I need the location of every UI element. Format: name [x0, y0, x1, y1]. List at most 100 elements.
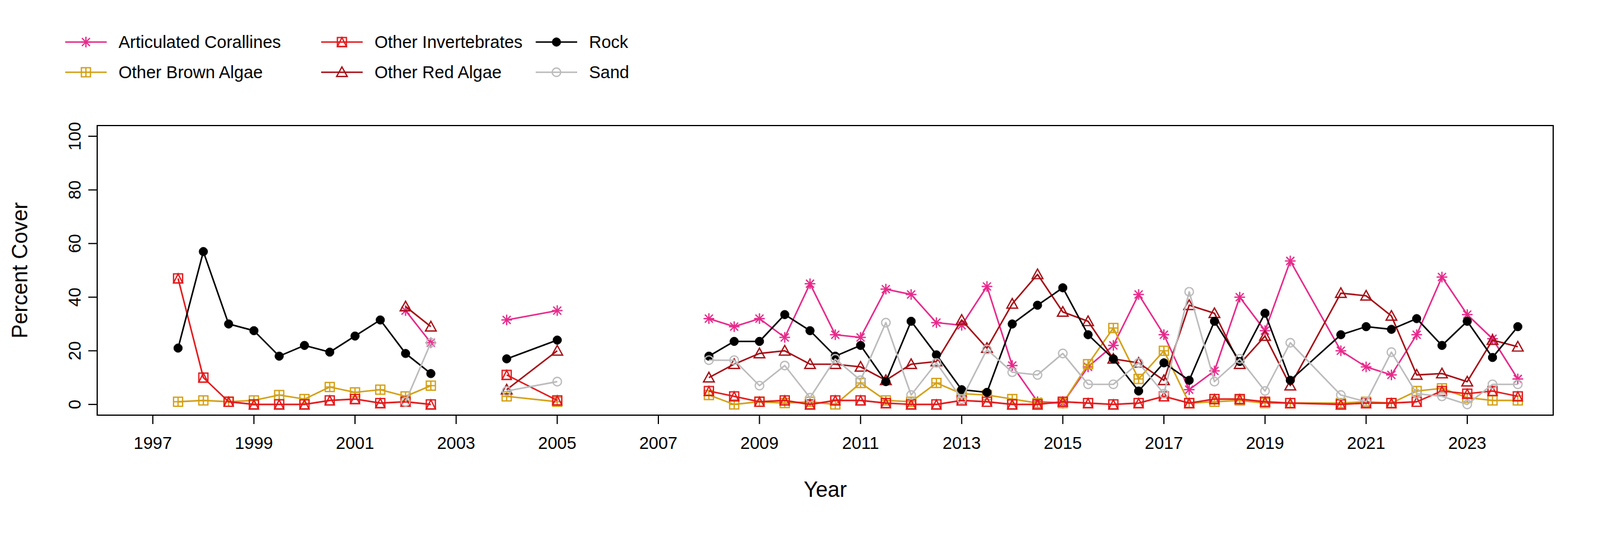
marker-part: [199, 395, 208, 405]
x-tick-label: 2021: [1346, 433, 1386, 453]
marker-part: [983, 282, 992, 291]
marker-part: [1261, 309, 1270, 318]
marker-part: [881, 377, 891, 386]
marker-part: [754, 337, 764, 346]
marker-part: [400, 301, 411, 312]
marker-part: [553, 306, 562, 316]
marker-part: [932, 400, 942, 409]
marker-part: [430, 381, 432, 391]
marker-part: [805, 326, 815, 335]
point: [703, 372, 715, 383]
marker-part: [1260, 397, 1270, 407]
marker-part: [856, 395, 866, 405]
y-tick-label: 20: [65, 341, 85, 361]
marker-part: [1386, 398, 1396, 408]
point: [1058, 283, 1067, 293]
point: [1083, 330, 1093, 339]
point: [1387, 347, 1396, 357]
point: [1488, 380, 1497, 389]
point: [730, 337, 739, 346]
marker-part: [337, 37, 347, 47]
point: [1386, 398, 1396, 408]
marker-part: [350, 394, 360, 404]
point: [779, 332, 790, 344]
marker-part: [1513, 380, 1522, 389]
marker-part: [856, 376, 865, 385]
point: [704, 356, 713, 365]
point: [704, 386, 714, 396]
legend-marker: [336, 66, 348, 77]
point: [1412, 314, 1421, 323]
marker-part: [805, 279, 815, 288]
marker-part: [350, 331, 360, 341]
point: [1159, 346, 1168, 356]
point: [426, 369, 435, 379]
point: [728, 321, 740, 333]
y-tick: [88, 242, 98, 245]
marker-part: [1438, 273, 1447, 282]
point: [1033, 301, 1042, 310]
marker-part: [730, 356, 739, 365]
marker-part: [1235, 354, 1244, 364]
marker-part: [755, 314, 764, 323]
legend-label: Other Brown Algae: [118, 62, 263, 82]
marker-part: [502, 316, 511, 325]
point: [906, 359, 917, 369]
marker-part: [1134, 398, 1144, 408]
marker-part: [754, 381, 764, 390]
marker-part: [805, 279, 815, 288]
marker-part: [1411, 369, 1423, 380]
y-axis-title: Percent Cover: [7, 202, 32, 339]
point: [729, 392, 739, 402]
marker-part: [1361, 397, 1371, 406]
point: [881, 318, 891, 328]
y-tick-label: 60: [65, 234, 85, 254]
point: [932, 378, 942, 388]
marker-part: [299, 400, 309, 409]
point: [1082, 316, 1094, 326]
legend-marker: [337, 37, 347, 47]
marker-part: [856, 341, 865, 350]
point: [881, 377, 891, 386]
marker-part: [881, 398, 891, 408]
marker-part: [502, 316, 511, 325]
point: [881, 398, 891, 408]
point: [804, 359, 816, 369]
marker-part: [328, 382, 331, 392]
marker-part: [1159, 346, 1168, 356]
point: [501, 370, 511, 380]
marker-part: [932, 359, 941, 368]
legend-label: Sand: [589, 62, 630, 82]
marker-part: [1387, 347, 1396, 357]
point: [1335, 288, 1347, 298]
point: [274, 352, 284, 361]
point: [1387, 325, 1396, 334]
marker-part: [755, 314, 764, 323]
x-tick: [759, 415, 761, 425]
legend-marker: [552, 68, 561, 77]
marker-part: [705, 314, 714, 323]
legend-item: Rock: [535, 32, 629, 52]
marker-part: [754, 397, 764, 407]
point: [780, 395, 790, 405]
point: [1361, 397, 1371, 406]
marker-part: [1386, 310, 1397, 320]
point: [930, 317, 942, 329]
marker-part: [1285, 398, 1295, 408]
marker-part: [957, 395, 966, 404]
point: [1234, 394, 1244, 404]
marker-part: [401, 397, 411, 407]
x-tick-label: 1999: [234, 433, 274, 453]
marker-part: [199, 373, 208, 383]
point: [754, 337, 764, 346]
marker-part: [1286, 257, 1295, 266]
legend-marker: [552, 37, 561, 47]
x-tick-label: 2007: [639, 433, 678, 453]
marker-part: [1033, 370, 1042, 380]
point: [551, 345, 563, 355]
marker-part: [781, 333, 790, 342]
marker-part: [1083, 398, 1093, 408]
marker-part: [1087, 359, 1089, 369]
point: [1436, 272, 1448, 283]
point: [375, 385, 385, 395]
